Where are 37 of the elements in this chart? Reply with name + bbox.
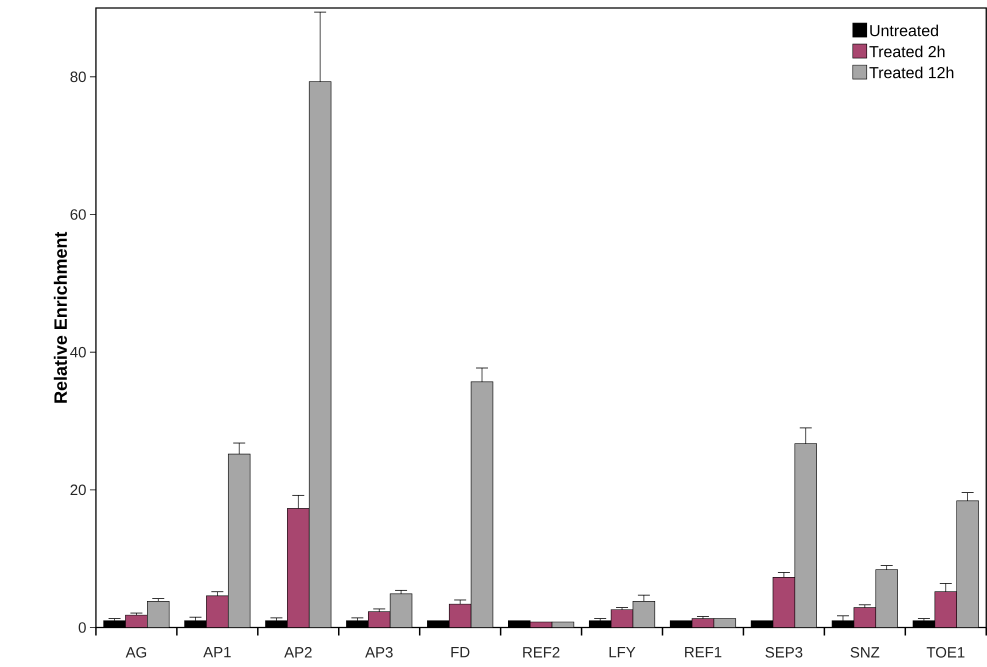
bar: [390, 594, 412, 628]
x-tick-label: AP1: [203, 646, 231, 658]
bar: [147, 601, 170, 628]
x-tick-label: LFY: [610, 646, 636, 658]
x-tick-label: REF1: [685, 646, 722, 658]
x-tick-label: AG: [126, 646, 146, 658]
y-tick-label: 60: [70, 208, 86, 220]
bar: [876, 569, 898, 628]
x-tick-label: AP2: [284, 646, 312, 658]
x-tick-label: TOE1: [926, 646, 964, 658]
y-tick-label: 80: [70, 71, 86, 82]
x-tick-label: AP3: [365, 646, 393, 658]
x-tick-label: REF2: [523, 646, 560, 658]
bar: [794, 443, 817, 628]
bar: [449, 604, 472, 628]
bar: [854, 607, 876, 628]
y-axis-title: Relative Enrichment: [54, 232, 67, 402]
x-tick-label: SEP3: [765, 646, 802, 658]
y-tick-label: 40: [70, 346, 86, 358]
bar: [206, 596, 228, 628]
bar: [471, 382, 493, 628]
legend-label: Untreated: [870, 24, 938, 36]
bar: [611, 609, 633, 628]
bar: [228, 454, 250, 628]
y-tick-label: 20: [70, 484, 86, 495]
bar: [368, 611, 390, 628]
bar: [772, 577, 795, 628]
legend-label: Treated 12h: [869, 66, 954, 78]
x-tick-label: SNZ: [850, 646, 880, 658]
legend-label: Treated 2h: [869, 45, 944, 58]
bar: [287, 508, 310, 628]
bar: [934, 591, 958, 628]
bar: [956, 500, 979, 628]
bar: [309, 81, 332, 628]
bar: [632, 601, 655, 628]
x-tick-label: FD: [451, 646, 470, 658]
y-tick-label: 0: [78, 622, 86, 633]
